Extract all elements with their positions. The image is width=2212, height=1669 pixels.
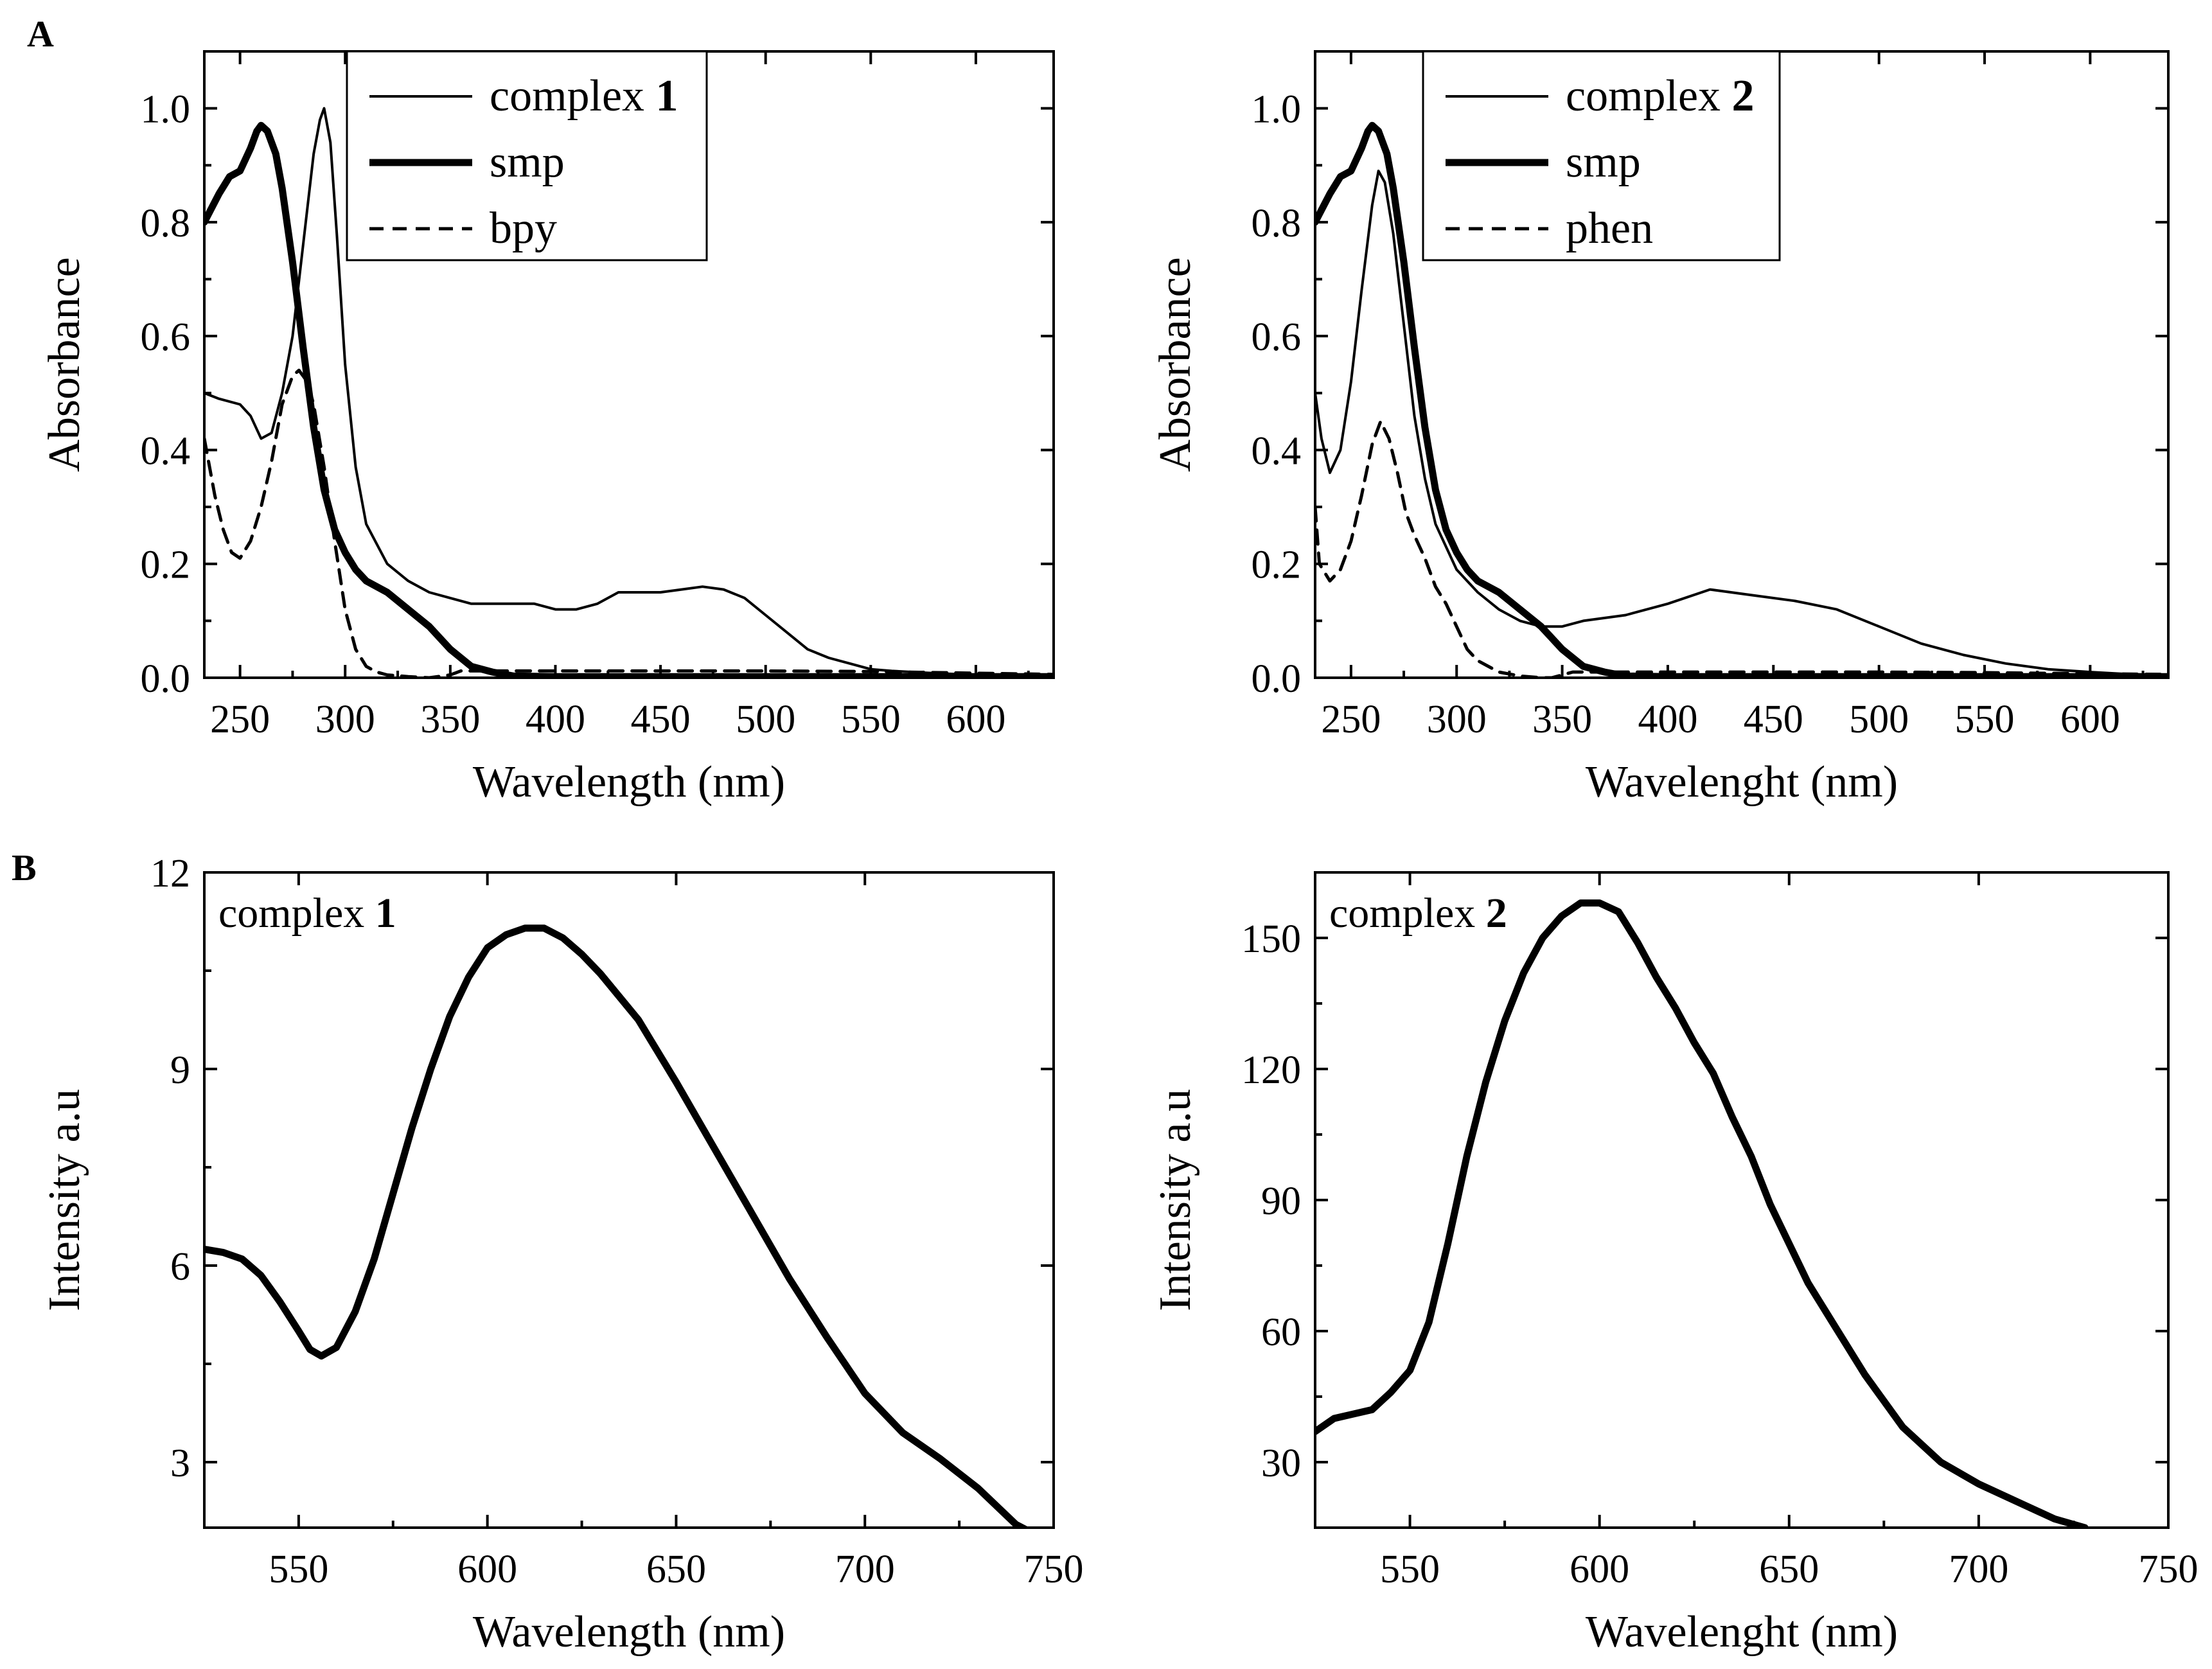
x-tick-label: 500 [1849, 698, 1909, 741]
x-axis-title: Wavelenght (nm) [1586, 757, 1898, 807]
y-tick-label: 0.4 [141, 429, 191, 473]
y-tick-label: 60 [1261, 1311, 1301, 1354]
x-tick-label: 600 [457, 1548, 517, 1591]
charts: 250 300 350 400 450 500 550 600 0.0 0.2 0.4 0.6 0.8 1… [40, 50, 2199, 1657]
y-tick-label: 6 [170, 1245, 190, 1289]
panel-annotation: complex 2 [1329, 890, 1507, 937]
legend-label: bpy [490, 204, 557, 253]
x-tick-label: 450 [631, 698, 691, 741]
x-tick-label: 600 [1570, 1548, 1629, 1591]
y-tick-label: 0.6 [1252, 315, 1302, 359]
chart-panel-b-left: 550 600 650 700 750 3 6 9 12 Wavelength (nm) Inten… [40, 852, 1084, 1657]
x-axis-title: Wavelength (nm) [473, 1607, 785, 1657]
y-tick-label: 1.0 [141, 88, 191, 132]
x-tick-label: 750 [1024, 1548, 1084, 1591]
plot-frame [1314, 871, 2170, 1529]
legend-label: smp [1566, 137, 1641, 187]
series-line-bpy [204, 368, 1054, 678]
x-tick-label: 300 [315, 698, 375, 741]
y-tick-label: 0.6 [141, 315, 191, 359]
series-line-complex [204, 107, 1054, 677]
y-tick-label: 3 [170, 1442, 190, 1485]
x-tick-label: 550 [841, 698, 901, 741]
series-line-phen [1315, 419, 2168, 678]
y-tick-label: 0.0 [1252, 657, 1302, 701]
y-tick-label: 12 [150, 852, 190, 896]
x-tick-label: 400 [526, 698, 585, 741]
y-tick-label: 30 [1261, 1442, 1301, 1485]
x-axis-title: Wavelength (nm) [473, 757, 785, 807]
panel-annotation: complex 1 [218, 890, 396, 937]
x-tick-label: 750 [2139, 1548, 2199, 1591]
panel-letter-b: B [12, 847, 37, 888]
chart-panel-b-right: 550 600 650 700 750 30 60 90 120 150 Wavelenght (n… [1151, 871, 2199, 1657]
legend-label: complex 2 [1566, 71, 1755, 121]
y-tick-label: 150 [1241, 917, 1301, 961]
y-tick-label: 0.8 [1252, 202, 1302, 245]
x-tick-label: 400 [1638, 698, 1697, 741]
x-tick-label: 700 [1949, 1548, 2008, 1591]
legend-box [1422, 50, 1781, 261]
series-line-complex-2 [1315, 899, 2089, 1528]
x-tick-label: 700 [835, 1548, 895, 1591]
y-tick-label: 9 [170, 1048, 190, 1092]
series-line-complex [1315, 170, 2168, 676]
y-tick-label: 0.2 [1252, 543, 1302, 587]
series-line-complex-1 [204, 924, 1030, 1528]
y-tick-label: 0.2 [141, 543, 191, 587]
y-tick-label: 0.4 [1252, 429, 1302, 473]
panel-annotation-number: 2 [1486, 890, 1507, 937]
x-axis-title: Wavelenght (nm) [1586, 1607, 1898, 1657]
y-axis-title: Absorbance [40, 257, 89, 472]
legend-label-number: 2 [1732, 71, 1755, 121]
x-tick-label: 550 [269, 1548, 328, 1591]
x-tick-label: 550 [1955, 698, 2015, 741]
x-tick-label: 500 [736, 698, 795, 741]
y-axis-title: Intensity a.u [1151, 1089, 1200, 1311]
legend-label: smp [490, 137, 565, 187]
legend-label-number: 1 [656, 71, 678, 121]
x-tick-label: 250 [1321, 698, 1381, 741]
x-tick-label: 600 [946, 698, 1005, 741]
y-tick-label: 0.0 [141, 657, 191, 701]
x-tick-label: 550 [1380, 1548, 1440, 1591]
x-tick-label: 350 [1532, 698, 1592, 741]
chart-panel-a-left: 250 300 350 400 450 500 550 600 0.0 0.2 0.4 0.6 0.8 1… [40, 50, 1055, 807]
x-tick-label: 600 [2060, 698, 2120, 741]
chart-panel-a-right: 250 300 350 400 450 500 550 600 0.0 0.2 0.4 0.6 0.8 1… [1151, 50, 2170, 807]
x-tick-label: 350 [420, 698, 480, 741]
y-axis-title: Intensity a.u [40, 1089, 89, 1311]
x-tick-label: 650 [646, 1548, 706, 1591]
legend-box [346, 50, 708, 261]
y-tick-label: 90 [1261, 1179, 1301, 1223]
panel-letter-a: A [27, 13, 54, 55]
x-tick-label: 300 [1427, 698, 1487, 741]
legend-label: complex 1 [490, 71, 678, 121]
y-tick-label: 1.0 [1252, 88, 1302, 132]
x-tick-label: 250 [210, 698, 270, 741]
y-tick-label: 120 [1241, 1048, 1301, 1092]
x-tick-label: 450 [1744, 698, 1803, 741]
panel-annotation-number: 1 [375, 890, 396, 937]
y-axis-title: Absorbance [1151, 257, 1200, 472]
plot-frame [203, 871, 1055, 1529]
legend-label: phen [1566, 204, 1653, 253]
x-tick-label: 650 [1759, 1548, 1819, 1591]
y-tick-label: 0.8 [141, 202, 191, 245]
